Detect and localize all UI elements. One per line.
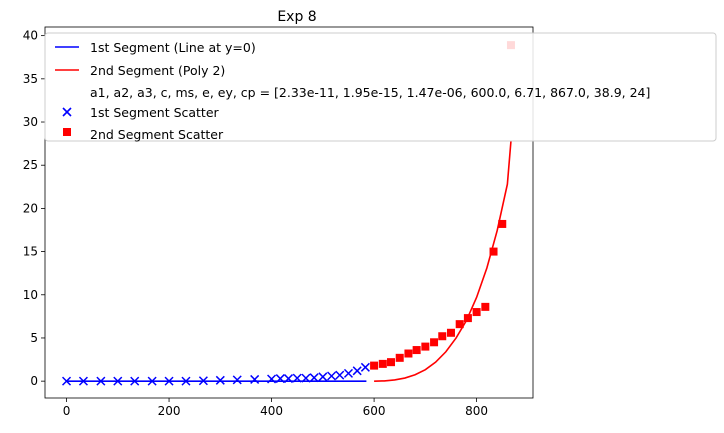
scatter-point-x: [309, 373, 319, 383]
scatter-point-square: [446, 328, 455, 337]
scatter-point-square: [378, 359, 387, 368]
x-tick-label: 400: [260, 404, 283, 418]
scatter-point-x: [335, 370, 345, 380]
scatter-point-x: [61, 376, 72, 386]
y-tick-label: 30: [23, 115, 38, 129]
scatter-point-x: [250, 374, 260, 384]
scatter-point-x: [301, 373, 311, 383]
scatter-point-x: [283, 374, 294, 384]
plot-area-border: [44, 26, 534, 399]
y-tick-label: 25: [23, 158, 38, 172]
scatter-point-x: [78, 376, 88, 386]
scatter-point-x: [360, 362, 370, 372]
scatter-point-square: [430, 338, 439, 347]
scatter-point-x: [164, 376, 174, 386]
scatter-point-x: [343, 368, 353, 378]
scatter-point-square: [489, 247, 498, 256]
scatter-point-x: [198, 376, 208, 386]
scatter-point-x: [130, 376, 140, 386]
scatter-point-square: [455, 320, 464, 329]
scatter-point-x: [275, 374, 285, 384]
y-axis: 0 5 10 15 20 25 30 35 40: [23, 29, 45, 388]
scatter-point-x: [318, 372, 328, 382]
scatter-point-square: [438, 332, 447, 341]
scatter-point-square: [387, 358, 396, 367]
x-tick-label: 800: [465, 404, 488, 418]
scatter-point-x: [147, 376, 157, 386]
legend-marker-square: [63, 128, 71, 136]
legend: 1st Segment (Line at y=0) 2nd Segment (P…: [44, 32, 717, 142]
scatter-point-square: [472, 308, 481, 317]
scatter-point-x: [267, 374, 277, 384]
scatter-point-x: [352, 366, 362, 376]
y-tick-label: 15: [23, 245, 38, 259]
scatter-point-square: [412, 346, 421, 355]
x-tick-label: 0: [63, 404, 71, 418]
legend-label-scatter1: 1st Segment Scatter: [90, 105, 220, 120]
legend-box: [44, 32, 717, 142]
scatter-point-square: [395, 353, 404, 362]
y-tick-label: 10: [23, 288, 38, 302]
y-tick-label: 0: [30, 374, 38, 388]
scatter-point-square: [498, 219, 507, 228]
legend-marker-x: [62, 107, 72, 117]
chart-title: Exp 8: [277, 9, 316, 25]
y-tick-label: 35: [23, 72, 38, 86]
scatter-point-square: [404, 349, 413, 358]
scatter-point-square: [481, 302, 490, 311]
legend-label-segment1: 1st Segment (Line at y=0): [90, 40, 256, 55]
scatter-point-square: [421, 342, 430, 351]
x-tick-label: 200: [158, 404, 181, 418]
scatter-point-x: [113, 376, 123, 386]
legend-label-scatter2: 2nd Segment Scatter: [90, 127, 224, 142]
scatter-point-square: [463, 314, 472, 323]
y-tick-label: 40: [23, 29, 38, 43]
y-tick-label: 20: [23, 201, 38, 215]
y-tick-label: 5: [30, 331, 38, 345]
scatter-point-x: [232, 375, 242, 385]
scatter-point-x: [327, 371, 337, 381]
plot-content: [61, 41, 515, 386]
x-tick-label: 600: [363, 404, 386, 418]
legend-parameters: a1, a2, a3, c, ms, e, ey, cp = [2.33e-11…: [90, 85, 650, 100]
legend-label-segment2: 2nd Segment (Poly 2): [90, 63, 225, 78]
scatter-point-square: [370, 361, 379, 370]
x-axis: 0 200 400 600 800: [63, 398, 488, 418]
scatter-point-x: [292, 373, 302, 383]
scatter-point-x: [96, 376, 106, 386]
series-line-1: [374, 140, 512, 382]
scatter-point-x: [181, 376, 191, 386]
scatter-point-x: [215, 375, 225, 385]
